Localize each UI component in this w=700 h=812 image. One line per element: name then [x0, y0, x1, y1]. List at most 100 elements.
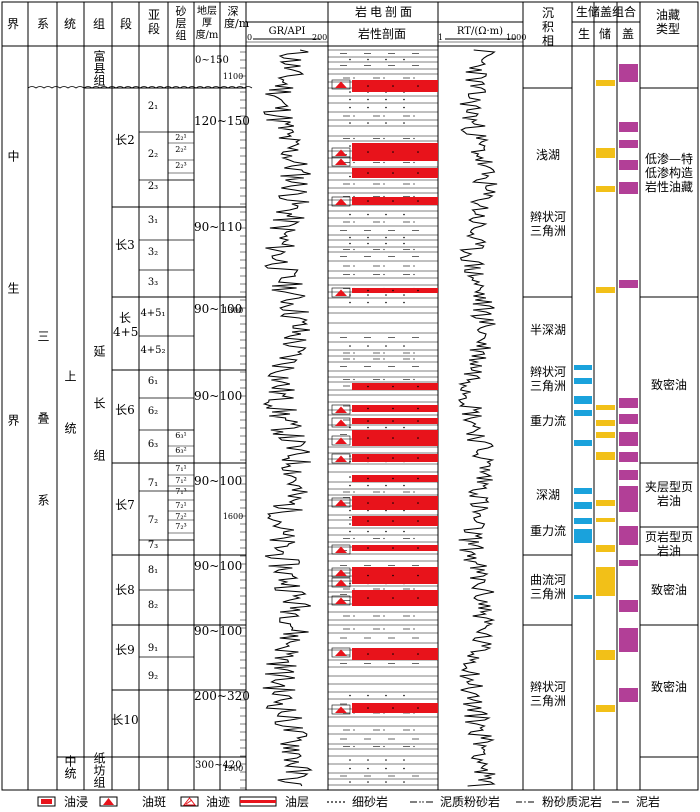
sand-group-7: 7₁³ [175, 487, 187, 496]
header-combo-chu: 储 [598, 27, 612, 41]
header-jie: 界 [6, 17, 20, 31]
header-depth: 深度/m [224, 5, 250, 30]
tong-shangtong: 上统 [63, 370, 77, 474]
reservoir-type-4: 致密油 [650, 583, 687, 597]
reservoir-type-0: 低渗—特低渗构造岩性油藏 [644, 152, 693, 194]
depth-1100: 1100 [222, 72, 244, 81]
sand-group-8: 7₂¹ [175, 501, 187, 510]
rt-max: 1000 [506, 33, 527, 42]
legend-xishayan: 细砂岩 [352, 795, 389, 809]
facies-0: 浅湖 [535, 148, 561, 162]
header-reservoir-type: 油藏类型 [655, 8, 680, 36]
sub-member-2-1: 4+5₂ [140, 345, 166, 356]
member-7: 长10 [111, 713, 139, 727]
gr-max: 200 [312, 33, 328, 42]
rt-log-curve [458, 49, 498, 787]
zu-fuxian: 富县组 [92, 50, 106, 86]
header-combo-sheng: 生 [577, 27, 591, 41]
sand-group-2: 2₂³ [175, 161, 187, 170]
header-combo: 生储盖组合 [575, 5, 637, 19]
header-yaduan: 亚段 [147, 8, 160, 36]
depth-1300: 1300 [222, 306, 244, 315]
sub-member-1-2: 3₃ [147, 277, 159, 288]
depth-1900: 1900 [222, 764, 244, 773]
member-5: 长8 [115, 583, 135, 597]
sub-member-3-2: 6₃ [147, 439, 159, 450]
depth-1600: 1600 [222, 512, 244, 521]
legend-nizhi-fenshayan: 泥质粉砂岩 [440, 795, 501, 809]
column-frame [1, 1, 699, 791]
source-reservoir-seal-bars [574, 64, 638, 712]
sand-group-0: 2₂¹ [175, 133, 187, 142]
sub-member-5-0: 8₁ [147, 565, 159, 576]
legend-youjin: 油浸 [64, 795, 89, 809]
header-duan: 段 [119, 17, 133, 31]
thickness-2: 90~100 [194, 302, 243, 316]
legend-youji: 油迹 [206, 795, 231, 809]
member-3: 长6 [115, 403, 135, 417]
zu-zhifang: 纸坊组 [92, 752, 106, 788]
facies-1: 辫状河三角洲 [529, 210, 566, 238]
thickness-0: 120~150 [194, 114, 250, 128]
header-facies: 沉积相 [541, 6, 554, 48]
sand-group-5: 7₁¹ [175, 464, 187, 473]
sand-group-3: 6₃¹ [175, 431, 187, 440]
jie-zhongshengjie: 中生界 [6, 150, 20, 546]
thickness-1: 90~110 [194, 220, 243, 234]
sand-group-6: 7₁² [175, 476, 187, 485]
member-2: 长4+5 [113, 311, 139, 339]
gr-min: 0 [247, 33, 253, 42]
facies-2: 半深湖 [529, 323, 567, 337]
reservoir-type-1: 致密油 [650, 378, 687, 392]
thick-zhifang: 300~420 [195, 760, 242, 771]
header-log-section: 岩电剖面 [354, 5, 416, 19]
legend-fenshazhi-niyan: 粉砂质泥岩 [542, 795, 603, 809]
thickness-4: 90~100 [194, 474, 243, 488]
facies-8: 辫状河三角洲 [529, 680, 566, 708]
sub-member-4-0: 7₁ [147, 478, 159, 489]
sub-member-6-0: 9₁ [147, 643, 159, 654]
thick-fuxian: 0~150 [195, 55, 229, 66]
facies-5: 深湖 [535, 488, 561, 502]
facies-3: 辫状河三角洲 [529, 365, 566, 393]
sub-member-3-0: 6₁ [147, 376, 159, 387]
legend: 油浸 油斑 油迹 油层 细砂岩 泥质粉砂岩 粉砂质泥岩 泥岩 [0, 792, 700, 812]
sub-member-2-0: 4+5₁ [140, 308, 166, 319]
header-zu: 组 [92, 17, 106, 31]
member-1: 长3 [115, 238, 135, 252]
legend-youceng: 油层 [285, 795, 310, 809]
sub-member-6-1: 9₂ [147, 671, 159, 682]
header-shaceng: 砂层组 [175, 5, 187, 42]
reservoir-type-3: 页岩型页岩油 [644, 530, 693, 558]
sub-member-1-1: 3₂ [147, 247, 159, 258]
sub-member-0-0: 2₁ [147, 101, 159, 112]
rt-label: RT/(Ω·m) [456, 26, 504, 37]
sub-member-1-0: 3₁ [147, 215, 159, 226]
litho-label: 岩性剖面 [357, 27, 407, 41]
member-6: 长9 [115, 643, 135, 657]
rt-min: 1 [438, 33, 444, 42]
header-tong: 统 [63, 17, 77, 31]
sub-member-4-2: 7₃ [147, 540, 159, 551]
sub-member-4-1: 7₂ [147, 515, 159, 526]
facies-7: 曲流河三角洲 [529, 573, 566, 601]
facies-6: 重力流 [529, 524, 567, 538]
thickness-7: 200~320 [194, 689, 250, 703]
facies-4: 重力流 [529, 414, 567, 428]
legend-niyan: 泥岩 [636, 795, 661, 809]
reservoir-type-2: 夹层型页岩油 [644, 480, 693, 508]
reservoir-type-5: 致密油 [650, 680, 687, 694]
header-xi: 系 [36, 17, 50, 31]
sand-group-10: 7₂³ [175, 522, 187, 531]
sub-member-0-2: 2₃ [147, 181, 159, 192]
sub-member-0-1: 2₂ [147, 149, 159, 160]
sand-group-9: 7₂² [175, 512, 187, 521]
header-thickness: 地层厚度/m [195, 6, 219, 41]
sub-member-5-1: 8₂ [147, 600, 159, 611]
gr-label: GR/API [268, 26, 306, 37]
tong-zhongtong: 中统 [63, 755, 77, 779]
lithology-section [328, 49, 438, 791]
sub-member-3-1: 6₂ [147, 406, 159, 417]
sand-group-4: 6₃² [175, 446, 187, 455]
